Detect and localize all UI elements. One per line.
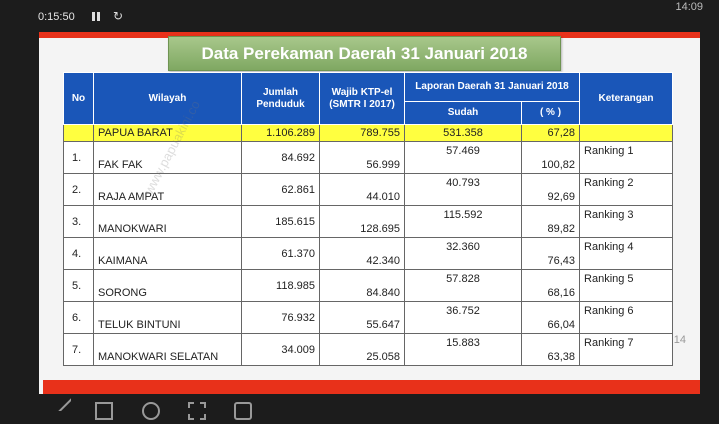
row-wajib: 25.058 [319, 333, 405, 366]
row-wajib: 128.695 [319, 205, 405, 238]
province-wajib: 789.755 [319, 124, 405, 142]
row-wilayah: FAK FAK [93, 141, 242, 174]
row-jumlah: 118.985 [241, 269, 320, 302]
row-sudah: 40.793 [404, 173, 522, 206]
row-no: 6. [63, 301, 94, 334]
row-no: 3. [63, 205, 94, 238]
data-table: No Wilayah Jumlah Penduduk Wajib KTP-el … [63, 72, 674, 366]
row-sudah: 57.469 [404, 141, 522, 174]
row-wilayah: MANOKWARI [93, 205, 242, 238]
table-row: 6. TELUK BINTUNI 76.932 55.647 36.752 66,04 Ra… [63, 301, 674, 334]
grid-icon[interactable] [95, 402, 113, 420]
header-laporan-daerah: Laporan Daerah 31 Januari 2018 [403, 72, 581, 102]
row-pct: 92,69 [520, 173, 581, 206]
row-jumlah: 34.009 [241, 333, 320, 366]
header-wilayah: Wilayah [93, 72, 242, 125]
row-pct: 89,82 [520, 205, 581, 238]
row-wajib: 42.340 [319, 237, 405, 270]
row-jumlah: 62.861 [241, 173, 320, 206]
slide-number: 14 [673, 334, 686, 346]
pen-icon[interactable] [58, 398, 84, 424]
table-row: 4. KAIMANA 61.370 42.340 32.360 76,43 Ranking … [63, 237, 674, 270]
row-pct: 66,04 [520, 301, 581, 334]
slide-title: Data Perekaman Daerah 31 Januari 2018 [168, 36, 561, 71]
row-wilayah: KAIMANA [93, 237, 242, 270]
slide-bottom-bar [43, 380, 700, 394]
presenter-toolbar: 0:15:50 ↻ 14:09 [0, 0, 719, 32]
row-keterangan: Ranking 6 [579, 301, 674, 334]
row-no: 5. [63, 269, 94, 302]
row-wajib: 44.010 [319, 173, 405, 206]
row-keterangan: Ranking 4 [579, 237, 674, 270]
row-jumlah: 84.692 [241, 141, 320, 174]
row-pct: 68,16 [520, 269, 581, 302]
table-row: 2. RAJA AMPAT 62.861 44.010 40.793 92,69 Ranki… [63, 173, 674, 206]
header-no: No [63, 72, 94, 125]
header-sudah: Sudah [404, 101, 522, 125]
slide-top-bar [39, 32, 700, 38]
row-no: 7. [63, 333, 94, 366]
screen-icon[interactable] [188, 402, 206, 420]
row-no: 4. [63, 237, 94, 270]
restart-timer-icon[interactable]: ↻ [113, 9, 124, 23]
province-row: PAPUA BARAT 1.106.289 789.755 531.358 67… [63, 124, 674, 142]
row-no: 1. [63, 141, 94, 174]
row-pct: 100,82 [520, 141, 581, 174]
table-row: 1. FAK FAK 84.692 56.999 57.469 100,82 Ranking… [63, 141, 674, 174]
row-sudah: 57.828 [404, 269, 522, 302]
row-sudah: 115.592 [404, 205, 522, 238]
header-keterangan: Keterangan [579, 72, 674, 125]
row-pct: 63,38 [520, 333, 581, 366]
table-row: 5. SORONG 118.985 84.840 57.828 68,16 Ranking … [63, 269, 674, 302]
table-row: 7. MANOKWARI SELATAN 34.009 25.058 15.883 63,… [63, 333, 674, 366]
presenter-taskbar [0, 394, 719, 424]
header-jumlah-penduduk: Jumlah Penduduk [241, 72, 320, 125]
row-wilayah: TELUK BINTUNI [93, 301, 242, 334]
province-name: PAPUA BARAT [93, 124, 242, 142]
row-keterangan: Ranking 1 [579, 141, 674, 174]
province-jumlah: 1.106.289 [241, 124, 320, 142]
presentation-timer: 0:15:50 [38, 11, 75, 23]
row-keterangan: Ranking 5 [579, 269, 674, 302]
row-sudah: 36.752 [404, 301, 522, 334]
row-jumlah: 76.932 [241, 301, 320, 334]
row-keterangan: Ranking 3 [579, 205, 674, 238]
row-wilayah: SORONG [93, 269, 242, 302]
header-persen: ( % ) [520, 101, 581, 125]
row-sudah: 15.883 [404, 333, 522, 366]
row-wilayah: MANOKWARI SELATAN [93, 333, 242, 366]
row-jumlah: 185.615 [241, 205, 320, 238]
system-clock: 14:09 [675, 1, 703, 13]
row-sudah: 32.360 [404, 237, 522, 270]
row-wajib: 56.999 [319, 141, 405, 174]
row-keterangan: Ranking 7 [579, 333, 674, 366]
row-wajib: 55.647 [319, 301, 405, 334]
province-pct: 67,28 [520, 124, 581, 142]
pause-icon[interactable] [92, 12, 100, 21]
province-sudah: 531.358 [404, 124, 522, 142]
options-icon[interactable] [234, 402, 252, 420]
row-wilayah: RAJA AMPAT [93, 173, 242, 206]
row-jumlah: 61.370 [241, 237, 320, 270]
zoom-icon[interactable] [142, 402, 160, 420]
row-keterangan: Ranking 2 [579, 173, 674, 206]
header-wajib-ktp: Wajib KTP-el (SMTR I 2017) [319, 72, 405, 125]
row-pct: 76,43 [520, 237, 581, 270]
row-wajib: 84.840 [319, 269, 405, 302]
row-no: 2. [63, 173, 94, 206]
table-row: 3. MANOKWARI 185.615 128.695 115.592 89,82 Ran… [63, 205, 674, 238]
slide: Data Perekaman Daerah 31 Januari 2018 No… [39, 32, 700, 394]
